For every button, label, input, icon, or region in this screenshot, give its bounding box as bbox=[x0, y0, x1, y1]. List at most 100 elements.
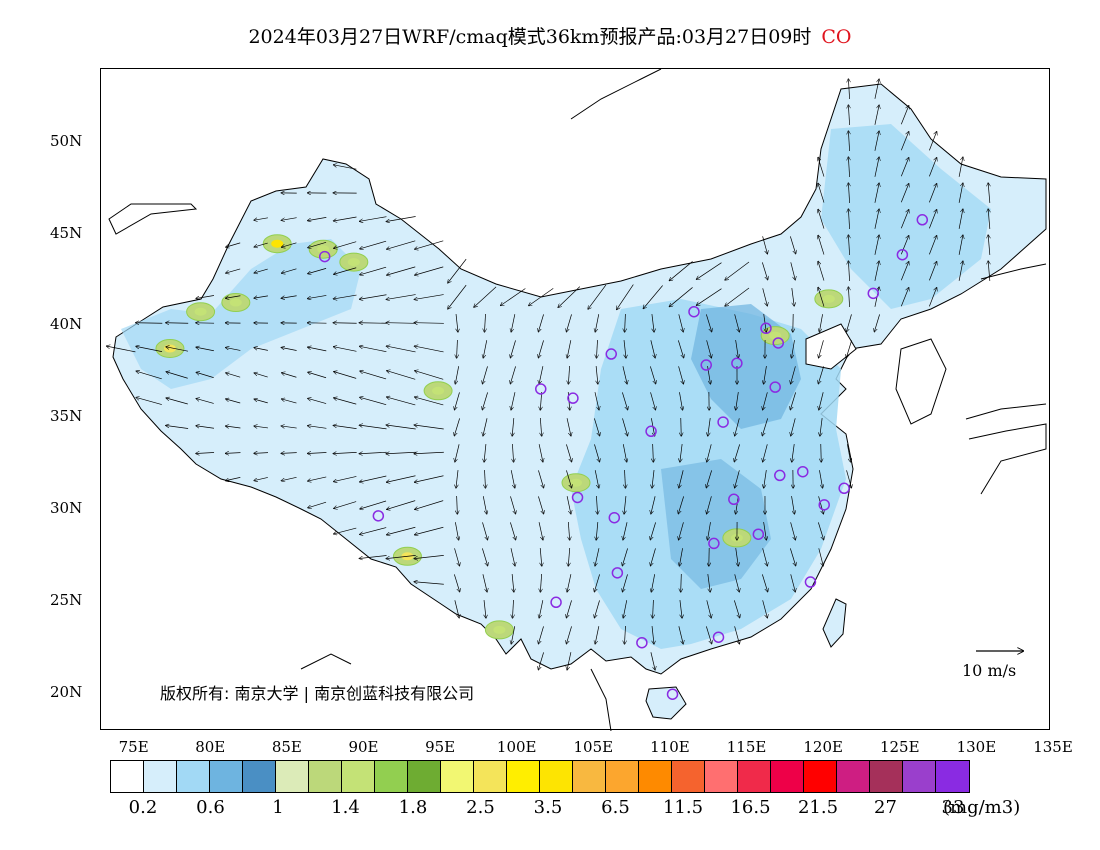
wind-arrow bbox=[622, 418, 628, 435]
wind-arrow bbox=[333, 294, 357, 299]
wind-arrow bbox=[359, 323, 387, 324]
lon-label-85E: 85E bbox=[271, 738, 302, 756]
wind-arrow bbox=[725, 261, 750, 280]
wind-arrow bbox=[818, 522, 823, 539]
wind-arrow bbox=[226, 268, 241, 273]
wind-arrow bbox=[308, 398, 327, 404]
wind-arrow bbox=[791, 418, 796, 435]
wind-arrow bbox=[652, 470, 654, 488]
wind-arrow bbox=[360, 266, 387, 275]
wind-arrow bbox=[529, 288, 554, 305]
wind-arrow bbox=[308, 268, 327, 273]
wind-arrow bbox=[512, 599, 513, 618]
wind-arrow bbox=[539, 600, 544, 618]
wind-arrow bbox=[308, 476, 327, 481]
wind-arrow bbox=[790, 236, 795, 253]
wind-arrow bbox=[196, 426, 215, 429]
lon-label-125E: 125E bbox=[879, 738, 920, 756]
station-marker-0 bbox=[318, 250, 331, 263]
wind-arrow bbox=[510, 548, 515, 566]
colorbar-label-6: 3.5 bbox=[533, 797, 563, 818]
wind-arrow bbox=[762, 418, 768, 435]
colorbar-label-5: 2.5 bbox=[466, 797, 495, 818]
wind-arrow bbox=[308, 453, 327, 454]
station-marker-24 bbox=[550, 596, 562, 609]
colorbar-swatch-14 bbox=[573, 761, 606, 792]
wind-arrow bbox=[958, 235, 963, 255]
wind-arrow bbox=[848, 79, 849, 100]
wind-arrow bbox=[540, 573, 541, 592]
wind-arrow bbox=[448, 284, 467, 309]
wind-arrow bbox=[538, 522, 543, 540]
wind-arrow bbox=[538, 314, 544, 331]
wind-arrow bbox=[510, 340, 516, 357]
wind-arrow bbox=[792, 340, 795, 358]
wind-arrow bbox=[929, 184, 936, 203]
wind-arrow bbox=[874, 131, 879, 151]
wind-arrow bbox=[617, 284, 634, 310]
wind-arrow bbox=[594, 600, 600, 617]
wind-arrow bbox=[596, 522, 598, 540]
wind-arrow bbox=[900, 288, 908, 307]
wind-arrow bbox=[281, 476, 297, 480]
station-marker-7 bbox=[731, 357, 743, 369]
wind-arrow bbox=[540, 417, 541, 436]
wind-arrow bbox=[706, 600, 711, 617]
wind-arrow bbox=[848, 157, 849, 178]
colorbar-label-3: 1.4 bbox=[331, 797, 360, 818]
wind-arrow bbox=[763, 444, 768, 461]
wind-arrow bbox=[454, 600, 459, 617]
wind-arrow bbox=[734, 600, 739, 617]
wind-arrow bbox=[540, 548, 542, 566]
lon-label-105E: 105E bbox=[573, 738, 614, 756]
wind-arrow bbox=[988, 261, 990, 281]
wind-arrow bbox=[566, 626, 572, 643]
wind-arrow bbox=[334, 216, 357, 221]
station-marker-22 bbox=[804, 576, 817, 588]
wind-arrow bbox=[387, 526, 416, 534]
wind-arrow bbox=[624, 625, 625, 644]
wind-arrow bbox=[538, 470, 543, 487]
wind-arrow bbox=[254, 295, 268, 298]
wind-arrow bbox=[254, 453, 269, 454]
wind-arrow bbox=[848, 183, 849, 204]
wind-arrow bbox=[254, 373, 268, 378]
wind-arrow bbox=[538, 652, 544, 669]
wind-arrow bbox=[308, 372, 327, 379]
wind-arrow bbox=[567, 652, 572, 670]
wind-arrow bbox=[538, 340, 544, 357]
wind-arrow bbox=[818, 287, 825, 307]
wind-arrow bbox=[929, 210, 936, 229]
wind-arrow bbox=[226, 453, 241, 454]
wind-arrow bbox=[226, 348, 241, 351]
wind-arrow bbox=[734, 314, 740, 331]
lon-label-120E: 120E bbox=[803, 738, 843, 756]
wind-arrow bbox=[136, 323, 163, 324]
lat-label-25N: 25N bbox=[50, 591, 83, 610]
wind-arrow bbox=[596, 495, 597, 514]
wind-arrow bbox=[762, 288, 768, 305]
wind-arrow bbox=[308, 217, 327, 220]
wind-arrow bbox=[281, 453, 297, 454]
wind-arrow bbox=[308, 501, 327, 508]
wind-arrow bbox=[414, 555, 444, 558]
wind-arrow bbox=[334, 372, 357, 379]
station-marker-3 bbox=[567, 392, 579, 404]
wind-arrow bbox=[414, 346, 444, 353]
wind-arrow bbox=[387, 240, 416, 249]
colorbar-swatch-9 bbox=[408, 761, 441, 792]
wind-arrow bbox=[457, 495, 458, 514]
lon-label-115E: 115E bbox=[726, 738, 767, 756]
lat-label-20N: 20N bbox=[50, 683, 83, 702]
wind-arrow bbox=[848, 105, 849, 126]
hotspot-3 bbox=[423, 381, 453, 401]
wind-arrow bbox=[650, 522, 656, 539]
wind-arrow bbox=[588, 284, 607, 309]
wind-arrow bbox=[818, 366, 824, 383]
wind-arrow bbox=[735, 470, 740, 487]
wind-arrow bbox=[510, 522, 515, 539]
wind-arrow bbox=[538, 626, 544, 643]
wind-arrow bbox=[196, 347, 214, 352]
colorbar-label-10: 21.5 bbox=[797, 797, 839, 818]
wind-arrow bbox=[929, 158, 936, 177]
